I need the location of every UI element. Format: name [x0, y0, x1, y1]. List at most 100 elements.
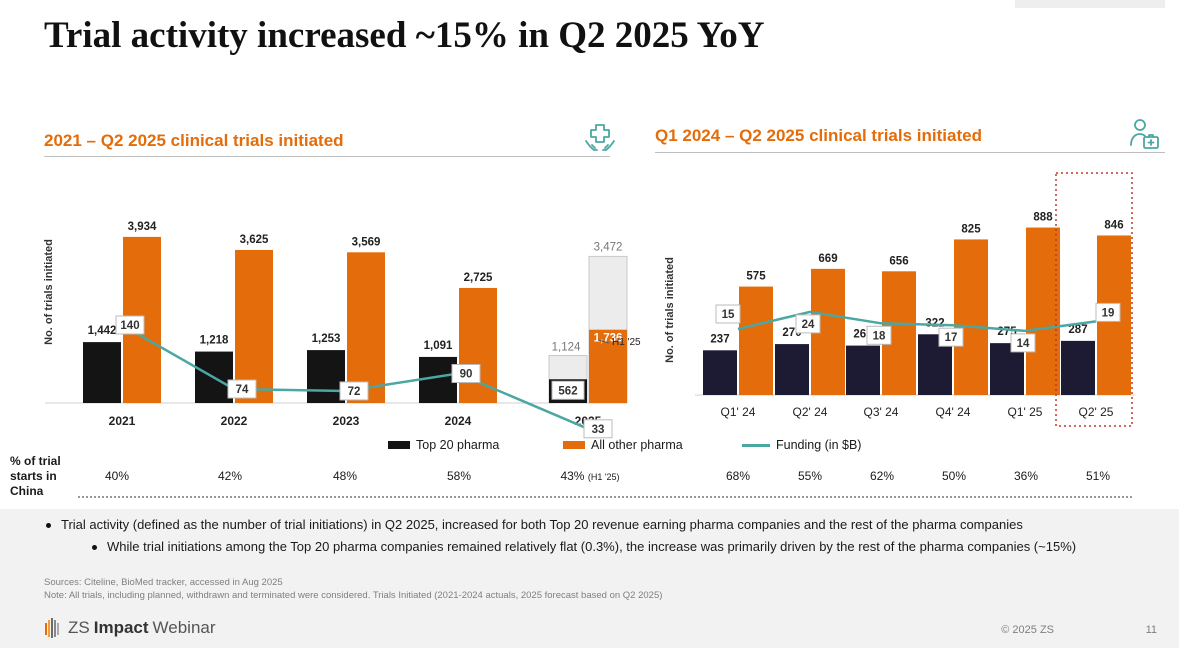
china-pct-2021: 40% [104, 469, 130, 483]
zs-logo-mark-icon [45, 618, 59, 638]
zs-logo: ZS Impact Webinar [44, 617, 216, 639]
funding-box-q4-24 [938, 327, 964, 347]
legend-label-funding: Funding (in $B) [776, 438, 862, 452]
left-title-divider [44, 156, 610, 157]
legend-swatch-top20 [388, 441, 410, 449]
funding-box-q2-25 [1095, 302, 1121, 322]
bullet-dot [46, 523, 51, 529]
label-other-q1-25: 888 [1033, 212, 1053, 224]
page-number: 11 [1145, 624, 1157, 636]
funding-label-q2-24: 24 [802, 319, 815, 331]
funding-box-q1-24 [715, 304, 741, 324]
bar-other-2023 [347, 252, 385, 403]
china-pct-q3-24: 62% [869, 469, 895, 483]
tick-2021: 2021 [109, 414, 136, 428]
china-row-label: % of trial starts in China [10, 454, 61, 498]
page-title: Trial activity increased ~15% in Q2 2025… [44, 15, 765, 56]
funding-box-q1-25 [1010, 333, 1036, 353]
bar-top20-q3-24 [846, 345, 880, 395]
china-pct-q2-25: 51% [1085, 469, 1111, 483]
funding-label-q1-24: 15 [722, 309, 735, 321]
china-pct-h1-note: (H1 '25) [587, 472, 620, 482]
tick-q2-24: Q2' 24 [793, 405, 828, 419]
label-other-2024: 2,725 [464, 272, 493, 284]
legend-funding: Funding (in $B) [742, 438, 861, 452]
funding-label-q3-24: 18 [873, 330, 886, 342]
bar-other-q4-24 [954, 239, 988, 395]
funding-label-q2-25: 19 [1102, 307, 1115, 319]
label-top20-q2-25: 287 [1068, 324, 1087, 336]
funding-label-2021: 140 [120, 320, 139, 332]
bar-top20-q2-25 [1061, 340, 1095, 395]
funding-label-2022: 74 [236, 384, 249, 396]
legend-label-other: All other pharma [591, 438, 683, 452]
china-pct-2022: 42% [217, 469, 243, 483]
bar-top20-2023 [307, 350, 345, 403]
tick-q4-24: Q4' 24 [936, 405, 971, 419]
legend-other: All other pharma [563, 438, 683, 452]
label-top20-2021: 1,442 [88, 325, 117, 337]
funding-label-2024: 90 [460, 369, 473, 381]
label-other-2022: 3,625 [240, 234, 269, 246]
legend-swatch-funding [742, 443, 770, 447]
label-forecast-top20-2025: 1,124 [552, 342, 581, 354]
sources-note: Sources: Citeline, BioMed tracker, acces… [44, 576, 662, 602]
label-top20-2023: 1,253 [312, 333, 341, 345]
tick-q1-25: Q1' 25 [1008, 405, 1043, 419]
bullet-main-text: Trial activity (defined as the number of… [61, 517, 1023, 532]
tick-q3-24: Q3' 24 [864, 405, 899, 419]
annotation-leader [597, 339, 610, 344]
tick-q1-24: Q1' 24 [721, 405, 756, 419]
bullet-sub: While trial initiations among the Top 20… [92, 539, 1122, 555]
label-other-q4-24: 825 [961, 223, 981, 235]
note-text: Note: All trials, including planned, wit… [44, 590, 663, 601]
bar-other-2024 [459, 287, 497, 403]
label-other-2025: 1,736 [594, 333, 623, 345]
funding-label-q1-25: 14 [1017, 338, 1030, 350]
right-title-divider [655, 152, 1165, 153]
china-pct-q2-24: 55% [797, 469, 823, 483]
bullet-sub-text: While trial initiations among the Top 20… [107, 539, 1077, 554]
logo-webinar: Webinar [152, 618, 216, 637]
highlight-box-q2-25 [1055, 172, 1133, 427]
bar-other-q1-25 [1026, 227, 1060, 395]
funding-box-q2-24 [795, 314, 821, 334]
funding-label-q4-24: 17 [945, 332, 958, 344]
legend-label-top20: Top 20 pharma [416, 438, 500, 452]
bullet-main: Trial activity (defined as the number of… [46, 517, 1023, 532]
logo-zs: ZS [68, 618, 90, 637]
copyright: © 2025 ZS [1001, 624, 1054, 636]
bar-top20-2021 [83, 342, 121, 403]
china-pct-2024: 58% [446, 469, 472, 483]
tick-2023: 2023 [333, 414, 360, 428]
bar-top20-q2-24 [775, 344, 809, 395]
hands-medical-cross-icon [583, 121, 617, 155]
right-chart-title: Q1 2024 – Q2 2025 clinical trials initia… [655, 126, 982, 145]
label-other-2021: 3,934 [128, 221, 157, 233]
top-corner-strip [1015, 0, 1165, 8]
funding-box-2025 [583, 419, 613, 439]
china-pct-q1-24: 68% [725, 469, 751, 483]
funding-box-q3-24 [866, 325, 892, 345]
label-top20-2024: 1,091 [424, 340, 453, 352]
funding-label-2023: 72 [348, 386, 361, 398]
funding-box-2022 [227, 379, 257, 399]
bar-other-2025 [589, 329, 627, 403]
logo-impact: Impact [93, 618, 149, 637]
right-y-axis-label: No. of trials initiated [664, 257, 676, 363]
china-pct-2023: 48% [332, 469, 358, 483]
label-other-q2-24: 669 [818, 253, 837, 265]
bar-other-q1-24 [739, 286, 773, 395]
sources-text: Sources: Citeline, BioMed tracker, acces… [44, 577, 283, 588]
label-forecast-other-2025: 3,472 [594, 241, 623, 253]
china-pct-2025-value: 43% [560, 469, 585, 483]
tick-2022: 2022 [221, 414, 248, 428]
label-box-top20-2025 [551, 380, 585, 400]
label-top20-2025: 562 [558, 385, 577, 397]
china-pct-q4-24: 50% [941, 469, 967, 483]
tick-q2-25: Q2' 25 [1079, 405, 1114, 419]
left-bar-chart: No. of trials initiated 3,934 1,442 2021 3,6… [43, 221, 641, 439]
label-other-2023: 3,569 [352, 236, 381, 248]
label-top20-2022: 1,218 [200, 335, 229, 347]
dotted-divider [78, 496, 1132, 498]
